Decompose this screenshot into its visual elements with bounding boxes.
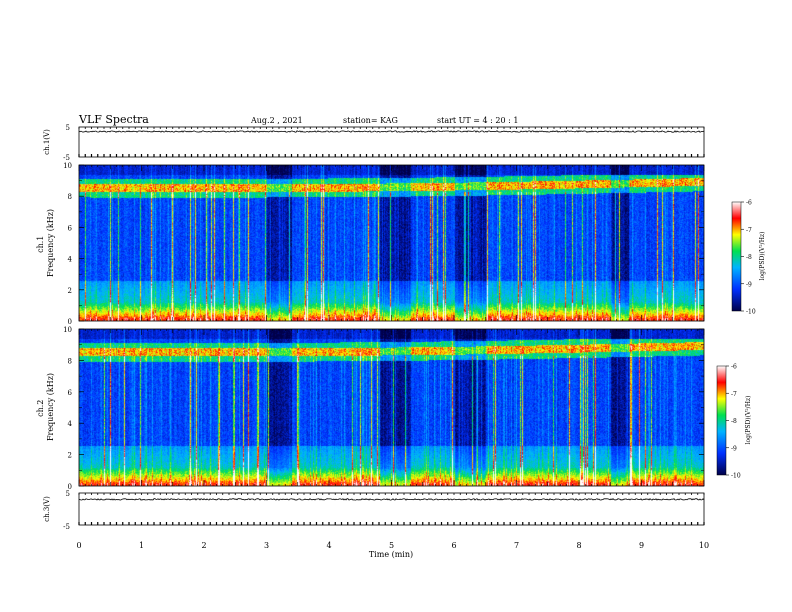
ch2-spectrogram-image — [79, 329, 704, 486]
ch1-waveform-trace — [78, 130, 705, 133]
ch3-ytick-bottom: -5 — [63, 523, 70, 531]
ch1-spectrogram-ylabel: ch.1 Frequency (kHz) — [36, 209, 55, 277]
ch1-waveform-ylabel: ch.1(V) — [43, 129, 51, 155]
ch2-spectrogram-ylabel-frequency: Frequency (kHz) — [46, 373, 55, 441]
colorbar-tick-label: -7 — [731, 391, 737, 398]
ch2-colorbar-ticks: -6 -7 -8 -9 -10 — [726, 364, 741, 480]
time-tick-label: 10 — [699, 541, 709, 550]
frequency-tick-label: 8 — [68, 193, 72, 201]
colorbar-tick-label: -8 — [731, 418, 737, 425]
ch2-colorbar — [716, 365, 727, 476]
colorbar-tick-label: -9 — [746, 281, 752, 288]
time-tick-label: 1 — [139, 541, 144, 550]
time-tick-label: 3 — [264, 541, 269, 550]
ch1-ytick-bottom: -5 — [63, 154, 70, 162]
frequency-tick-label: 2 — [68, 452, 72, 460]
ch2-spectrogram-ylabel-channel: ch.2 — [36, 400, 45, 417]
time-axis-tick-labels: 0 1 2 3 4 5 6 7 8 9 10 — [76, 541, 709, 550]
ch3-waveform-ylabel: ch.3(V) — [43, 496, 51, 522]
frequency-tick-label: 10 — [63, 326, 72, 334]
frequency-tick-label: 6 — [68, 224, 73, 232]
time-tick-label: 7 — [514, 541, 519, 550]
frequency-tick-label: 0 — [68, 318, 72, 326]
ch1-spectrogram-xticks — [78, 165, 705, 321]
figure-title: VLF Spectra — [78, 113, 149, 126]
frequency-tick-label: 8 — [68, 357, 72, 365]
ch1-spectrogram-ylabel-channel: ch.1 — [36, 236, 45, 253]
ch3-ytick-top: 5 — [66, 490, 70, 498]
ch1-colorbar — [731, 201, 742, 312]
ch2-spectrogram-xticks — [78, 329, 705, 486]
ch1-spectrogram-image — [79, 165, 704, 321]
ch2-spectrogram-ylabel: ch.2 Frequency (kHz) — [36, 373, 55, 441]
colorbar-tick-label: -7 — [746, 227, 752, 234]
date-label: Aug.2 , 2021 — [250, 116, 303, 125]
frequency-tick-label: 0 — [68, 483, 72, 491]
time-tick-label: 9 — [639, 541, 644, 550]
ch1-waveform-panel: 5 -5 ch.1(V) — [43, 124, 705, 162]
time-axis-label: Time (min) — [369, 550, 413, 559]
colorbar-tick-label: -8 — [746, 254, 752, 261]
colorbar-tick-label: -10 — [731, 473, 741, 480]
time-tick-label: 2 — [201, 541, 206, 550]
time-tick-label: 5 — [389, 541, 394, 550]
station-label: station= KAG — [343, 116, 398, 125]
frequency-tick-label: 4 — [68, 256, 73, 264]
ch1-waveform-marks — [78, 127, 705, 157]
colorbar-tick-label: -10 — [746, 309, 756, 316]
ch2-spectrogram-panel: 0 2 4 6 8 10 ch.2 Frequency (kHz) -6 -7 -8 -9 -10… — [36, 326, 752, 491]
ch3-waveform-frame — [78, 492, 705, 526]
ch1-colorbar-label: log(PSD)(V²/Hz) — [759, 232, 766, 281]
ch3-waveform-marks — [78, 493, 705, 525]
frequency-tick-label: 4 — [68, 420, 73, 428]
frequency-tick-label: 10 — [63, 162, 72, 170]
frequency-tick-label: 2 — [68, 287, 72, 295]
ch2-spectrogram-yticks: 0 2 4 6 8 10 — [63, 326, 704, 491]
ch1-colorbar-ticks: -6 -7 -8 -9 -10 — [741, 200, 756, 316]
ch1-spectrogram-panel: 0 2 4 6 8 10 ch.1 Frequency (kHz) -6 -7 -8 -9 -10… — [36, 162, 766, 326]
ch3-waveform-panel: 5 -5 ch.3(V) 0 1 2 3 4 5 6 7 8 9 10 Time (min) — [43, 490, 709, 559]
ch1-ytick-top: 5 — [66, 124, 70, 132]
ch2-colorbar-label: log(PSD)(V²/Hz) — [745, 396, 752, 445]
frequency-tick-label: 6 — [68, 389, 73, 397]
ch3-waveform-trace — [78, 498, 705, 501]
colorbar-tick-label: -6 — [746, 200, 752, 207]
time-tick-label: 0 — [76, 541, 81, 550]
start-time-label: start UT = 4 : 20 : 1 — [437, 116, 518, 125]
colorbar-tick-label: -6 — [731, 364, 737, 371]
colorbar-tick-label: -9 — [731, 445, 737, 452]
time-tick-label: 6 — [451, 541, 456, 550]
time-tick-label: 8 — [576, 541, 581, 550]
ch1-spectrogram-yticks: 0 2 4 6 8 10 — [63, 162, 704, 326]
ch1-spectrogram-ylabel-frequency: Frequency (kHz) — [46, 209, 55, 277]
time-tick-label: 4 — [326, 541, 331, 550]
